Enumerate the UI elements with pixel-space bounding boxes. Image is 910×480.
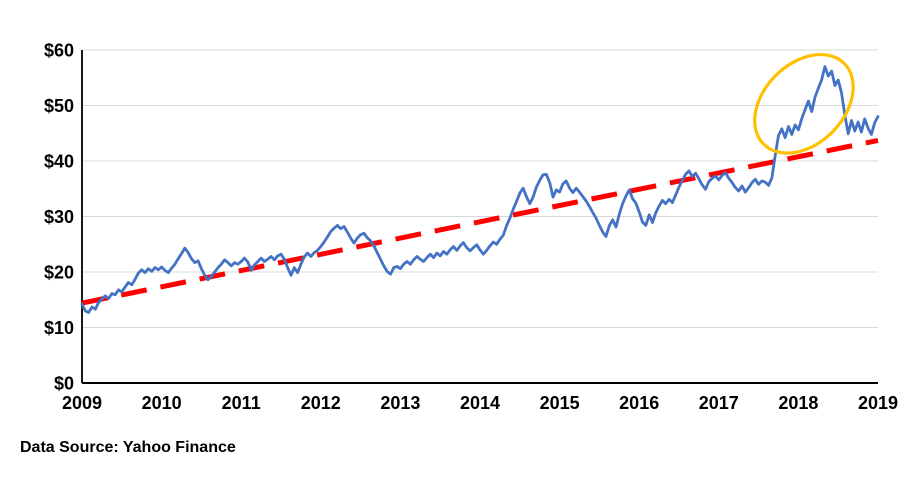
- x-axis-label: 2014: [460, 393, 500, 413]
- y-axis-label: $10: [44, 318, 74, 338]
- x-axis-label: 2009: [62, 393, 102, 413]
- y-axis-label: $20: [44, 263, 74, 283]
- x-axis-label: 2010: [142, 393, 182, 413]
- y-axis-label: $50: [44, 96, 74, 116]
- x-axis-label: 2012: [301, 393, 341, 413]
- price-line: [80, 65, 880, 314]
- axes-group: [81, 50, 878, 384]
- x-axis-label: 2015: [540, 393, 580, 413]
- x-axis-label: 2016: [619, 393, 659, 413]
- x-axis-label: 2019: [858, 393, 898, 413]
- y-axis-label: $30: [44, 207, 74, 227]
- x-axis-label: 2017: [699, 393, 739, 413]
- highlight-ellipse: [753, 52, 855, 155]
- source-note: Data Source: Yahoo Finance: [20, 439, 236, 456]
- x-axis-label: 2013: [380, 393, 420, 413]
- x-axis-label: 2018: [778, 393, 818, 413]
- y-axis-label: $40: [44, 152, 74, 172]
- x-axis-label: 2011: [222, 393, 261, 413]
- y-axis-label: $60: [44, 41, 74, 61]
- x-axis-labels: 2009 2010 2011 2012 2013 2014 2015 2016 2017 2018…: [62, 393, 898, 413]
- gridlines-group: [82, 49, 878, 328]
- y-axis-label: $0: [54, 374, 74, 394]
- y-axis-labels: $0 $10 $20 $30 $40 $50 $60: [44, 41, 74, 394]
- trend-line: [81, 138, 879, 306]
